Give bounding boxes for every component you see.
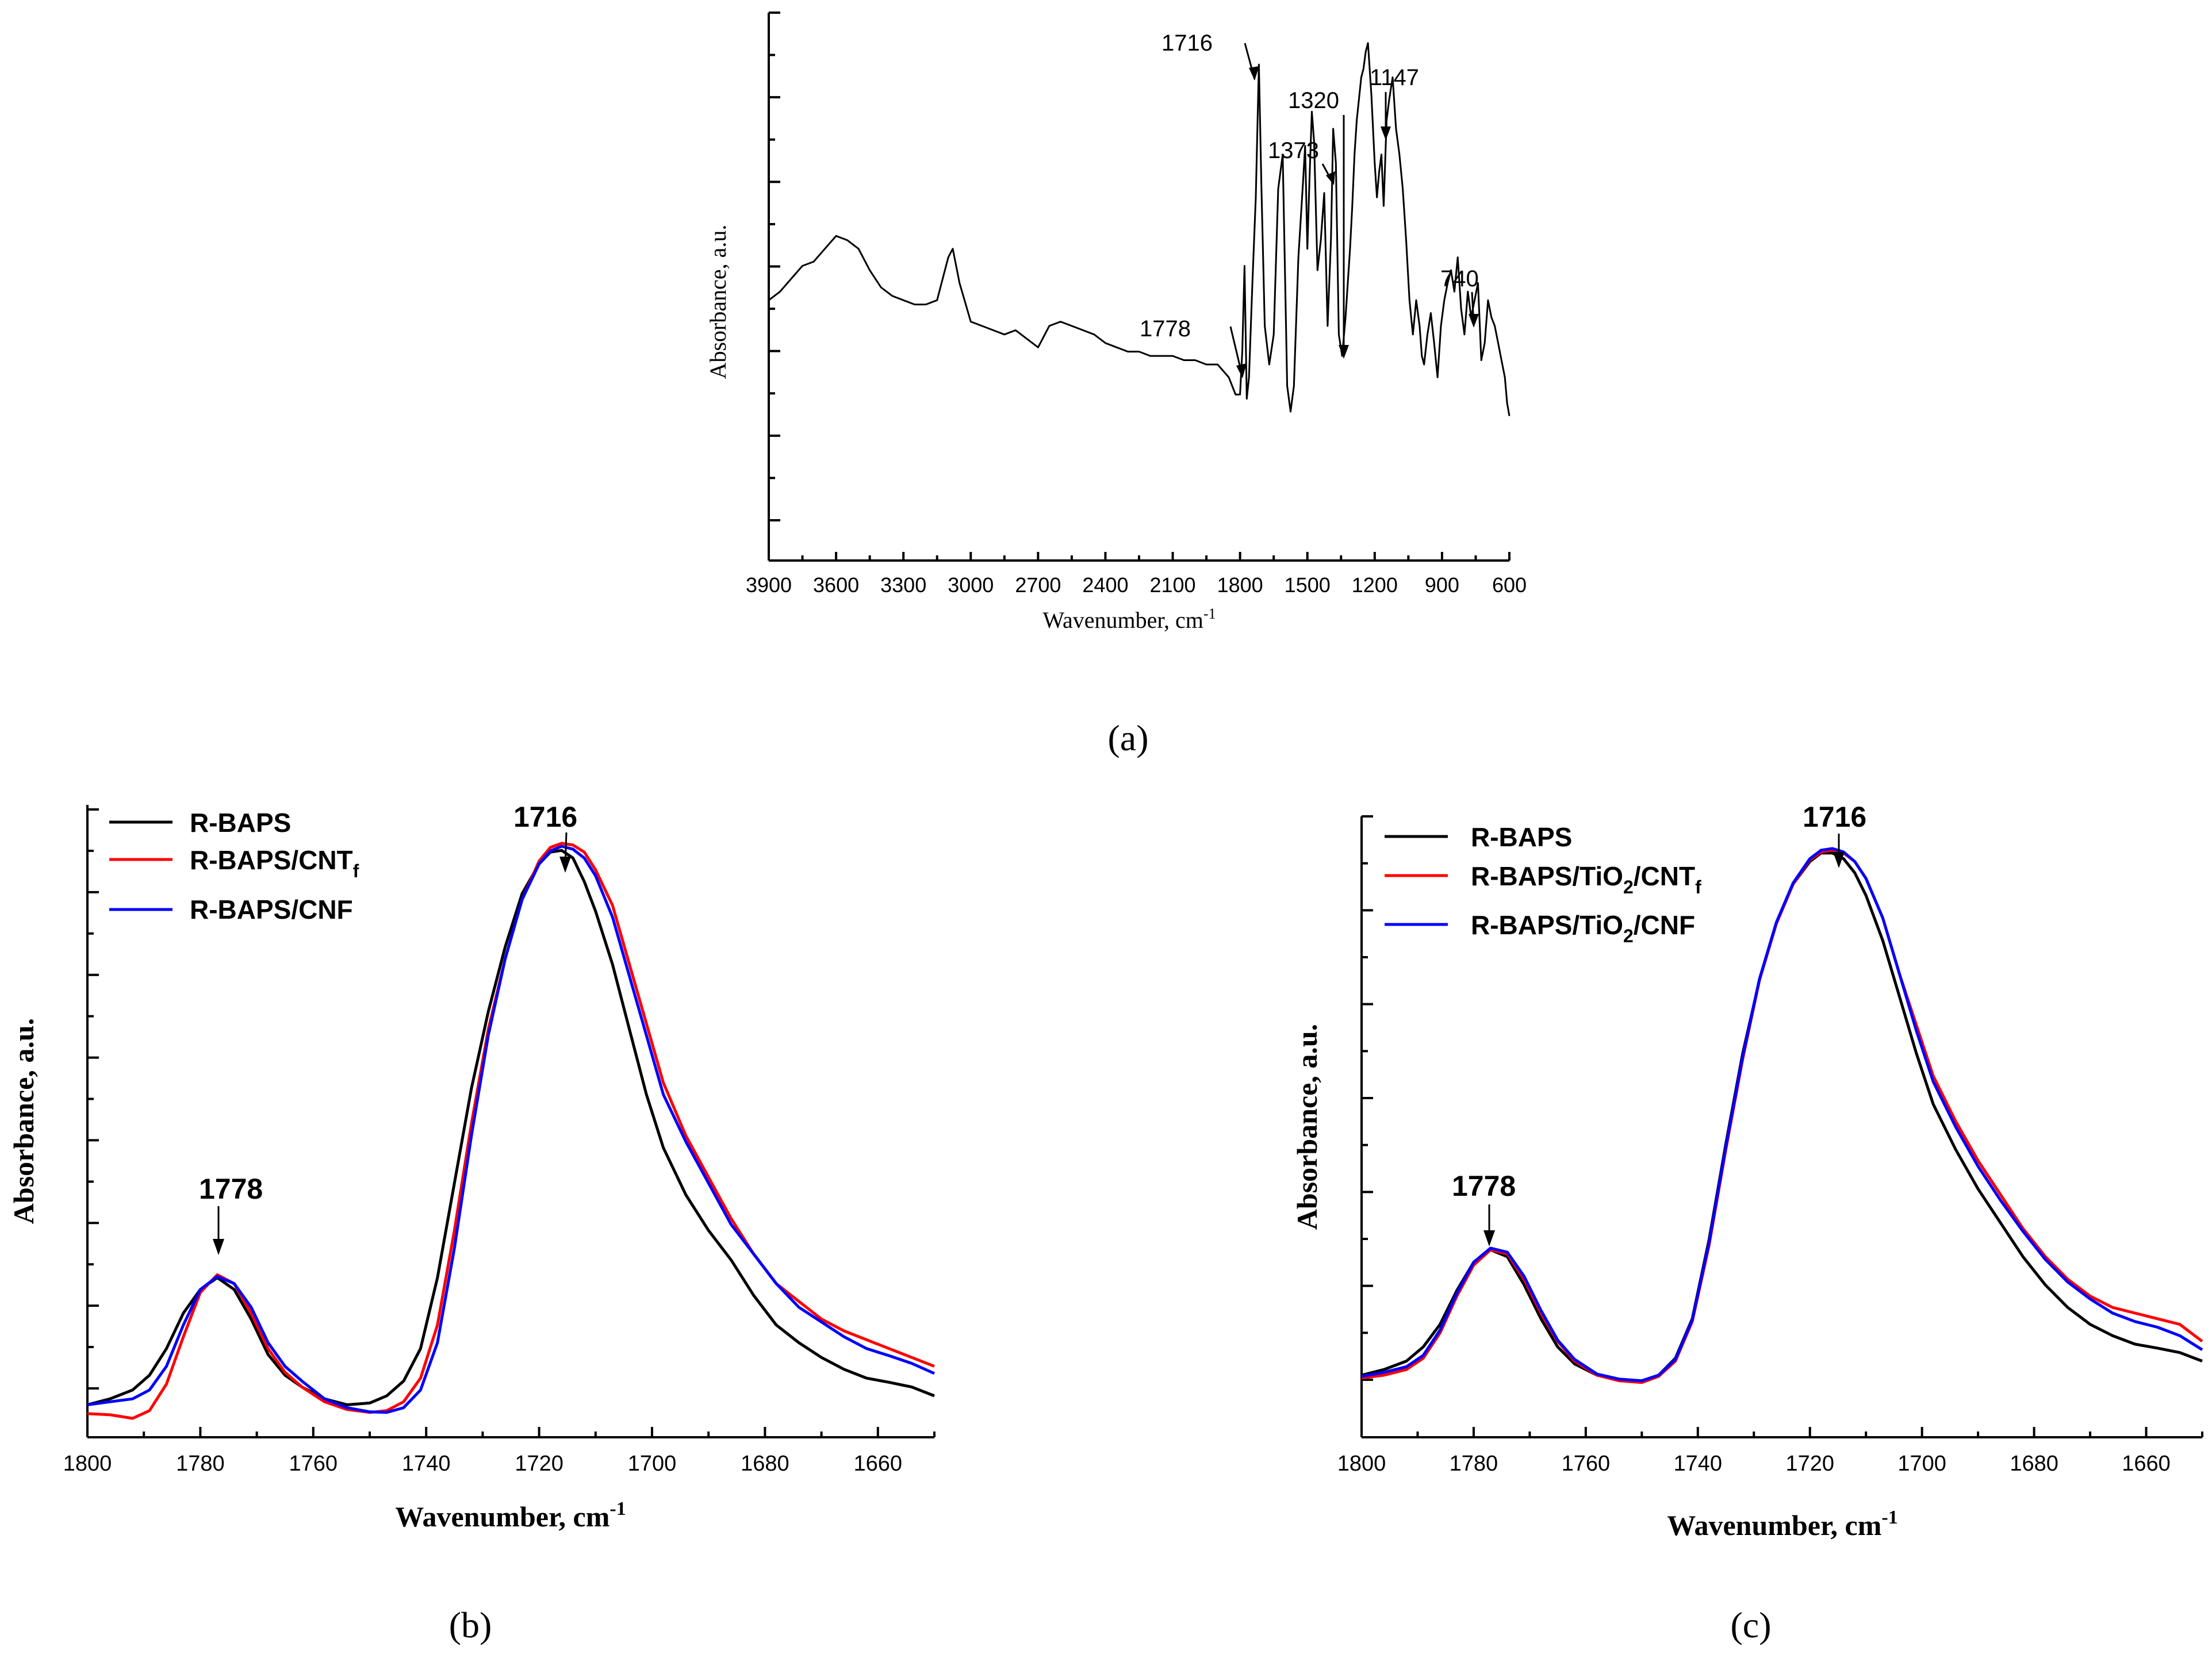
panel-c-legend-label-1: R-BAPS — [1471, 822, 1572, 852]
panel-b-xtick-label: 1720 — [515, 1452, 563, 1476]
panel-c: 1800 1780 1760 1740 1720 1700 1680 1660 Absorba… — [1291, 801, 2203, 1645]
panel-c-annotation-1716: 1716 — [1803, 801, 1866, 833]
panel-a-annotation-1716: 1716 — [1161, 30, 1213, 56]
panel-b-xlabel: Wavenumber, cm-1 — [395, 1498, 626, 1533]
panel-a-xlabel: Wavenumber, cm-1 — [1042, 605, 1216, 633]
panel-b-xtick-label: 1740 — [402, 1452, 451, 1476]
panel-a-arrowhead-1716 — [1249, 66, 1259, 80]
panel-c-legend: R-BAPS R-BAPS/TiO2/CNTf R-BAPS/TiO2/CNF — [1385, 822, 1701, 946]
panel-c-arrowhead-1716 — [1833, 852, 1845, 868]
panel-b-xtick-label: 1660 — [854, 1452, 903, 1476]
panel-a-ylabel: Absorbance, a.u. — [705, 225, 731, 379]
panel-c-xtick-label: 1780 — [1450, 1452, 1498, 1476]
panel-b-xtick-label: 1680 — [741, 1452, 789, 1476]
panel-b-legend-label-2: R-BAPS/CNTf — [190, 845, 359, 881]
panel-a-annotation-1778: 1778 — [1140, 316, 1191, 341]
panel-b-legend-label-1: R-BAPS — [190, 808, 291, 838]
panel-b-legend: R-BAPS R-BAPS/CNTf R-BAPS/CNF — [109, 808, 359, 924]
panel-a-arrowhead-1373 — [1326, 171, 1335, 185]
panel-c-xtick-label: 1680 — [2010, 1452, 2058, 1476]
panel-b-xtick-label: 1760 — [289, 1452, 338, 1476]
panel-c-xlabel: Wavenumber, cm-1 — [1667, 1507, 1897, 1541]
panel-b-xtick-label: 1700 — [628, 1452, 677, 1476]
panel-b-arrowhead-1716 — [559, 857, 571, 873]
panel-b-annotation-1778: 1778 — [199, 1173, 263, 1205]
panel-c-label: (c) — [1730, 1605, 1771, 1645]
panel-b-annotation-1716: 1716 — [513, 801, 577, 833]
panel-a: 3900 3600 3300 3000 2700 2400 2100 1800 1500 1200… — [705, 11, 1527, 758]
panel-b-ylabel: Absorbance, a.u. — [7, 1018, 40, 1224]
panel-a-xtick-label: 2700 — [1015, 573, 1061, 597]
panel-a-arrowhead-1320 — [1339, 345, 1349, 359]
panel-a-xtick-label: 3900 — [746, 573, 792, 597]
panel-a-arrowhead-1778 — [1236, 363, 1247, 378]
panel-c-xtick-label: 1800 — [1337, 1452, 1386, 1476]
panel-b-series-3-line — [87, 845, 936, 1414]
panel-c-ylabel: Absorbance, a.u. — [1291, 1024, 1323, 1230]
panel-b-arrowhead-1778 — [213, 1239, 224, 1255]
panel-c-arrowhead-1778 — [1483, 1230, 1495, 1246]
panel-a-spectrum-line — [768, 42, 1511, 416]
panel-a-arrowhead-740 — [1469, 314, 1479, 328]
panel-a-label: (a) — [1107, 717, 1148, 758]
panel-a-xtick-label: 2100 — [1149, 573, 1195, 597]
panel-b: 1800 1780 1760 1740 1720 1700 1680 1660 Absorba… — [7, 801, 936, 1645]
panel-a-arrowhead-1147 — [1381, 126, 1391, 140]
panel-c-xtick-label: 1700 — [1897, 1452, 1946, 1476]
panel-c-annotation-1778: 1778 — [1452, 1170, 1516, 1202]
panel-a-annotation-1147: 1147 — [1370, 65, 1419, 90]
panel-b-series-1-line — [87, 849, 935, 1406]
panel-a-annotation-1373: 1373 — [1268, 138, 1319, 163]
panel-c-series-3-line — [1361, 847, 2203, 1383]
panel-b-xtick-label: 1800 — [63, 1452, 112, 1476]
panel-a-xtick-label: 2400 — [1082, 573, 1128, 597]
panel-a-xtick-label: 600 — [1492, 573, 1527, 597]
panel-a-xtick-label: 3600 — [813, 573, 859, 597]
panel-c-xtick-label: 1760 — [1562, 1452, 1611, 1476]
panel-c-xtick-label: 1720 — [1785, 1452, 1834, 1476]
panel-a-xtick-label: 1500 — [1285, 573, 1331, 597]
panel-a-xtick-label: 3300 — [880, 573, 926, 597]
panel-b-legend-label-3: R-BAPS/CNF — [190, 895, 353, 924]
panel-c-legend-label-3: R-BAPS/TiO2/CNF — [1471, 910, 1695, 946]
panel-c-legend-label-2: R-BAPS/TiO2/CNTf — [1471, 861, 1701, 897]
panel-a-annotation-740: 740 — [1440, 266, 1479, 291]
panel-c-xtick-label: 1740 — [1674, 1452, 1723, 1476]
panel-a-annotation-1320: 1320 — [1288, 88, 1339, 113]
panel-b-xtick-label: 1780 — [176, 1452, 225, 1476]
panel-b-label: (b) — [449, 1605, 492, 1645]
panel-a-xtick-label: 3000 — [948, 573, 994, 597]
panel-c-xtick-label: 1660 — [2122, 1452, 2171, 1476]
panel-a-xtick-label: 900 — [1425, 573, 1459, 597]
panel-a-xtick-label: 1200 — [1352, 573, 1398, 597]
panel-a-xtick-label: 1800 — [1217, 573, 1263, 597]
